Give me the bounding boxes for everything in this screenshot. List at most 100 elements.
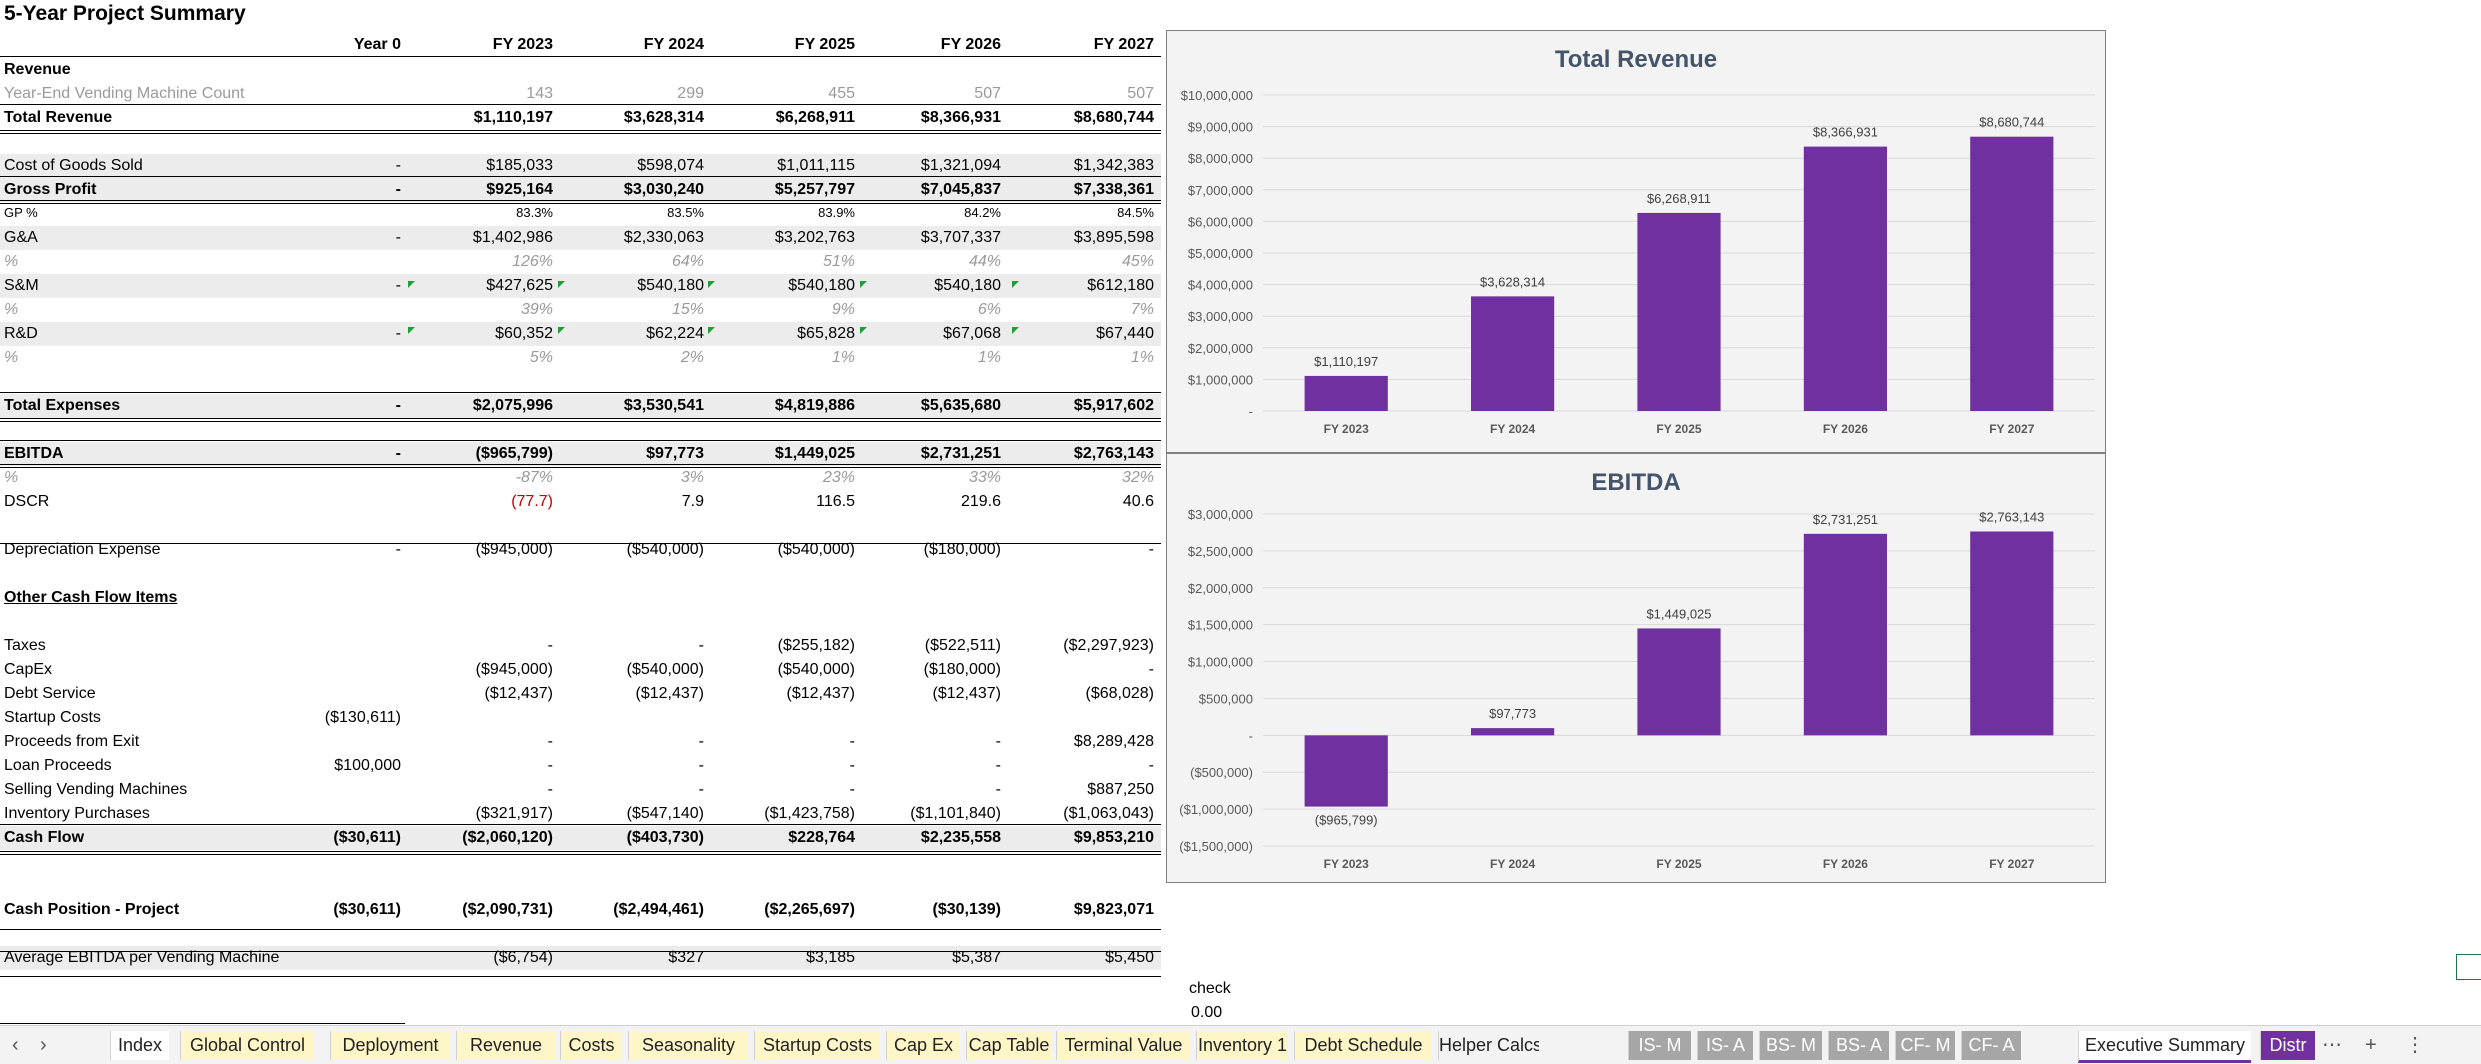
table-cell[interactable]: ($2,265,697) — [764, 901, 855, 918]
table-cell[interactable]: ($130,611) — [324, 709, 401, 726]
table-cell[interactable]: - — [547, 733, 553, 750]
tab-bs-a[interactable]: BS- A — [1828, 1031, 1889, 1060]
table-cell[interactable]: $2,330,063 — [623, 229, 704, 246]
table-cell[interactable]: - — [547, 757, 553, 774]
table-cell[interactable]: $100,000 — [334, 757, 401, 774]
table-cell[interactable]: 23% — [822, 469, 855, 486]
table-cell[interactable]: ($540,000) — [626, 661, 704, 678]
table-cell[interactable]: $67,440 — [1096, 325, 1154, 342]
table-cell[interactable]: 40.6 — [1122, 493, 1154, 510]
table-cell[interactable]: ($2,494,461) — [613, 901, 704, 918]
total-revenue-chart[interactable]: Total Revenue - $1,000,000 $2,000,000 $3,000… — [1166, 30, 2106, 453]
table-cell[interactable]: $8,366,931 — [920, 109, 1001, 126]
table-cell[interactable]: $3,707,337 — [920, 229, 1001, 246]
table-cell[interactable]: ($12,437) — [484, 685, 554, 702]
table-cell[interactable]: - — [995, 757, 1001, 774]
table-cell[interactable]: 455 — [828, 85, 855, 102]
table-cell[interactable]: 83.3% — [516, 205, 553, 220]
table-cell[interactable]: $5,450 — [1105, 949, 1154, 966]
row-label[interactable]: Selling Vending Machines — [4, 781, 188, 798]
tab-helper-calcs[interactable]: Helper Calcs — [1438, 1031, 1539, 1060]
table-cell[interactable]: $5,257,797 — [774, 181, 855, 198]
table-cell[interactable]: 7.9 — [681, 493, 704, 510]
table-cell[interactable]: $925,164 — [486, 181, 553, 198]
table-cell[interactable]: $540,180 — [788, 277, 855, 294]
table-cell[interactable]: $3,202,763 — [774, 229, 855, 246]
table-cell[interactable]: 51% — [822, 253, 855, 270]
table-cell[interactable]: - — [395, 229, 401, 246]
table-cell[interactable]: 219.6 — [960, 493, 1001, 510]
table-cell[interactable]: $2,731,251 — [920, 445, 1001, 462]
table-cell[interactable]: - — [1148, 541, 1154, 558]
table-cell[interactable]: $612,180 — [1087, 277, 1154, 294]
table-cell[interactable]: 507 — [1127, 85, 1154, 102]
row-label[interactable]: Total Expenses — [4, 397, 121, 414]
table-cell[interactable]: ($403,730) — [626, 829, 704, 846]
add-sheet-icon[interactable]: + — [2365, 1034, 2377, 1056]
row-label[interactable]: Cash Position - Project — [4, 901, 180, 918]
row-label[interactable]: S&M — [4, 277, 39, 294]
selected-cell[interactable] — [2456, 954, 2481, 980]
tab-is-a[interactable]: IS- A — [1697, 1031, 1753, 1060]
row-label[interactable]: Cash Flow — [4, 829, 85, 846]
table-cell[interactable]: 9% — [831, 301, 855, 318]
table-cell[interactable]: $1,402,986 — [472, 229, 553, 246]
table-cell[interactable]: 44% — [968, 253, 1001, 270]
table-cell[interactable]: ($540,000) — [777, 541, 855, 558]
table-cell[interactable]: 83.5% — [667, 205, 704, 220]
table-cell[interactable]: - — [1148, 757, 1154, 774]
table-cell[interactable]: 299 — [677, 85, 704, 102]
tab-distr[interactable]: Distr — [2260, 1031, 2315, 1060]
row-label[interactable]: Total Revenue — [4, 109, 113, 126]
row-label[interactable]: Debt Service — [4, 685, 96, 702]
table-cell[interactable]: ($965,799) — [475, 445, 553, 462]
column-header[interactable]: FY 2023 — [492, 36, 553, 53]
table-cell[interactable]: 45% — [1121, 253, 1154, 270]
table-cell[interactable]: $4,819,886 — [774, 397, 855, 414]
table-cell[interactable]: $8,680,744 — [1073, 109, 1154, 126]
table-cell[interactable]: $7,338,361 — [1073, 181, 1154, 198]
table-cell[interactable]: $1,342,383 — [1073, 157, 1154, 174]
table-cell[interactable]: $60,352 — [495, 325, 553, 342]
table-cell[interactable]: - — [698, 757, 704, 774]
table-cell[interactable]: 64% — [671, 253, 704, 270]
table-cell[interactable]: $5,387 — [952, 949, 1001, 966]
table-cell[interactable]: 83.9% — [818, 205, 855, 220]
table-cell[interactable]: ($540,000) — [777, 661, 855, 678]
row-label[interactable]: Inventory Purchases — [4, 805, 150, 822]
table-cell[interactable]: ($945,000) — [475, 541, 553, 558]
table-cell[interactable]: - — [395, 325, 401, 342]
table-cell[interactable]: ($30,611) — [333, 829, 401, 846]
table-cell[interactable]: ($68,028) — [1085, 685, 1155, 702]
table-cell[interactable]: $2,075,996 — [472, 397, 553, 414]
table-cell[interactable]: 116.5 — [816, 493, 855, 510]
table-cell[interactable]: $3,185 — [806, 949, 855, 966]
table-cell[interactable]: $327 — [668, 949, 704, 966]
table-cell[interactable]: $62,224 — [646, 325, 704, 342]
table-cell[interactable]: ($2,060,120) — [462, 829, 553, 846]
row-label[interactable]: Loan Proceeds — [4, 757, 112, 774]
table-cell[interactable]: - — [395, 277, 401, 294]
table-cell[interactable]: $97,773 — [646, 445, 704, 462]
column-header[interactable]: FY 2024 — [643, 36, 704, 53]
table-cell[interactable]: $6,268,911 — [775, 109, 855, 126]
table-cell[interactable]: - — [698, 781, 704, 798]
table-cell[interactable]: ($1,101,840) — [910, 805, 1001, 822]
tab-cap-table[interactable]: Cap Table — [966, 1031, 1051, 1060]
table-cell[interactable]: 126% — [512, 253, 553, 270]
table-cell[interactable]: ($2,090,731) — [462, 901, 553, 918]
table-cell[interactable]: $8,289,428 — [1073, 733, 1154, 750]
vertical-more-icon[interactable]: ⋮ — [2405, 1034, 2425, 1056]
table-cell[interactable]: $3,628,314 — [623, 109, 704, 126]
row-label[interactable]: CapEx — [4, 661, 53, 678]
table-cell[interactable]: ($547,140) — [626, 805, 704, 822]
row-label[interactable]: GP % — [4, 205, 38, 220]
table-cell[interactable]: $65,828 — [797, 325, 855, 342]
table-cell[interactable]: - — [395, 157, 401, 174]
table-cell[interactable]: - — [395, 445, 401, 462]
table-cell[interactable]: $228,764 — [788, 829, 855, 846]
row-label[interactable]: R&D — [4, 325, 38, 342]
tab-cf-a[interactable]: CF- A — [1961, 1031, 2021, 1060]
column-header[interactable]: FY 2027 — [1093, 36, 1154, 53]
table-cell[interactable]: - — [1148, 661, 1154, 678]
